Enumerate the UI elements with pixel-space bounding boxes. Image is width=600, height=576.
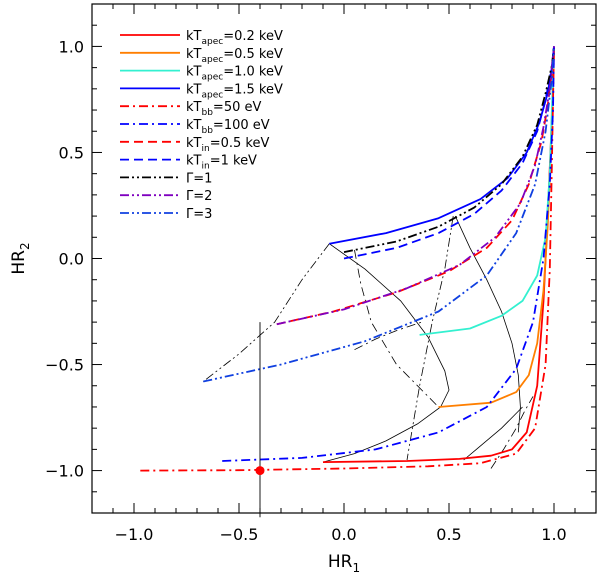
x-tick-label: −1.0 [115,525,154,544]
legend-label-4: kTapec=1.5 keV [186,82,283,100]
thin-dashdot-guide-a [354,249,439,408]
y-tick-label: 0.5 [59,143,84,162]
legend-label-10: Γ=2 [186,189,212,204]
legend-label-1: kTapec=0.2 keV [186,29,283,47]
legend-label-5: kTbb=50 eV [186,100,261,118]
series-line-1 [322,46,555,463]
thin-solid-guide-c [463,406,523,461]
y-tick-label: −1.0 [45,462,84,481]
series-layer [140,46,555,472]
series-line-7 [276,46,555,326]
legend-label-8: kTin=1 keV [186,154,257,172]
series-line-2 [438,46,555,408]
y-tick-label: −0.5 [45,356,84,375]
y-tick-label: 0.0 [59,250,84,269]
thin-dashdotdot-guide-b [406,216,454,461]
x-tick-label: −0.5 [220,525,259,544]
series-line-3 [419,46,555,336]
thin-dashdot-guide-b [354,321,422,351]
legend-label-6: kTbb=100 eV [186,118,270,136]
series-line-10 [276,46,555,326]
x-tick-label: 0.5 [436,525,461,544]
y-axis-label: HR2 [9,242,32,274]
series-line-9 [343,46,555,253]
x-tick-label: 0.0 [331,525,356,544]
axis-ticks: −1.0 −0.5 0.0 0.5 1.0 −1.0 −0.5 0.0 0.5 1.0 [45,3,597,544]
x-tick-label: 1.0 [541,525,566,544]
series-line-8 [343,46,555,260]
legend-label-7: kTin=0.5 keV [186,136,269,154]
legend-label-3: kTapec=1.0 keV [186,65,283,83]
legend-label-9: Γ=1 [186,171,212,186]
thin-solid-guide-a [322,243,450,463]
data-point-layer [255,322,265,518]
guide-lines-layer [203,215,534,469]
data-point [255,466,265,476]
thin-dashdotdot-guide-a [203,243,330,382]
series-line-6 [222,46,555,462]
legend-label-2: kTapec=0.5 keV [186,47,283,65]
series-line-4 [329,46,555,245]
series-line-11 [203,46,555,383]
legend-label-11: Γ=3 [186,207,212,222]
thin-solid-guide-b [454,215,521,433]
y-tick-label: 1.0 [59,37,84,56]
x-axis-label: HR1 [328,552,360,575]
